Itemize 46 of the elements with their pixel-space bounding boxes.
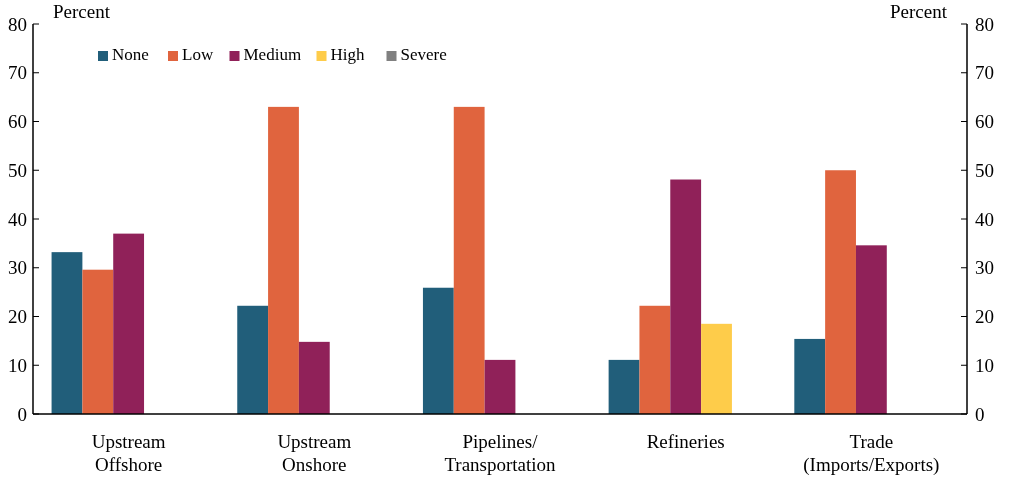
- y2-tick-label: 10: [975, 354, 994, 376]
- legend-label: Low: [182, 45, 214, 64]
- y2-axis-title: Percent: [890, 1, 948, 22]
- y-tick-label: 80: [8, 13, 27, 35]
- bar: [268, 106, 299, 414]
- y2-tick-label: 0: [975, 403, 985, 425]
- bar: [82, 269, 114, 414]
- bar: [484, 359, 516, 414]
- bar: [670, 179, 702, 414]
- bar: [453, 106, 485, 414]
- y2-tick-label: 60: [975, 111, 994, 133]
- y-tick-label: 10: [8, 354, 27, 376]
- legend-label: Severe: [400, 45, 447, 64]
- bar: [237, 305, 269, 414]
- y-tick-label: 70: [8, 62, 27, 84]
- legend-label: Medium: [243, 45, 302, 64]
- y2-tick-label: 80: [975, 13, 994, 35]
- y-tick-label: 40: [8, 208, 27, 230]
- bar: [701, 323, 732, 414]
- x-tick-label: Pipelines/ Transportation: [444, 431, 557, 475]
- bar: [298, 341, 330, 414]
- y-tick-label: 50: [8, 159, 27, 181]
- y-axis-title: Percent: [53, 1, 111, 22]
- y-tick-label: 30: [8, 257, 27, 279]
- bar: [113, 233, 145, 414]
- bar: [639, 305, 671, 414]
- y-tick-label: 60: [8, 111, 27, 133]
- y-tick-label: 0: [17, 403, 27, 425]
- x-tick-label: Refineries: [646, 431, 725, 452]
- y2-tick-label: 50: [975, 159, 994, 181]
- bar: [794, 338, 826, 414]
- legend-label: None: [112, 45, 149, 64]
- y-tick-label: 20: [8, 306, 27, 328]
- bar: [825, 170, 856, 414]
- y2-tick-label: 20: [975, 306, 994, 328]
- bar: [608, 359, 640, 414]
- legend-label: High: [330, 45, 365, 64]
- x-tick-label: Upstream Offshore: [91, 431, 166, 475]
- x-tick-label: Trade (Imports/Exports): [803, 431, 940, 476]
- y2-tick-label: 30: [975, 257, 994, 279]
- y2-tick-label: 70: [975, 62, 994, 84]
- bar: [422, 287, 454, 414]
- x-tick-label: Upstream Onshore: [277, 431, 352, 475]
- bar: [51, 252, 83, 414]
- bar: [855, 245, 887, 414]
- y2-tick-label: 40: [975, 208, 994, 230]
